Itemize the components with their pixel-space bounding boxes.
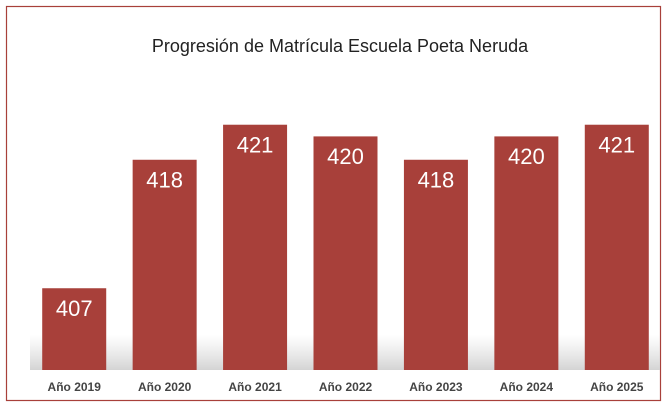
x-tick-label: Año 2021 (228, 380, 282, 394)
data-label: 420 (327, 144, 364, 169)
bar (132, 159, 197, 370)
data-label: 418 (146, 168, 183, 193)
x-tick-label: Año 2019 (48, 380, 102, 394)
data-label: 421 (598, 133, 635, 158)
data-label: 407 (56, 296, 93, 321)
x-tick-label: Año 2023 (409, 380, 463, 394)
x-tick-label: Año 2020 (138, 380, 192, 394)
x-tick-label: Año 2025 (590, 380, 644, 394)
bar (403, 159, 468, 370)
x-tick-label: Año 2022 (319, 380, 373, 394)
bar (42, 288, 107, 370)
chart-title: Progresión de Matrícula Escuela Poeta Ne… (152, 36, 529, 56)
data-label: 420 (508, 144, 545, 169)
data-label: 421 (237, 133, 274, 158)
bar (313, 136, 378, 370)
x-tick-label: Año 2024 (500, 380, 554, 394)
bar (223, 124, 288, 370)
data-label: 418 (418, 168, 455, 193)
bar (584, 124, 649, 370)
bar (494, 136, 559, 370)
